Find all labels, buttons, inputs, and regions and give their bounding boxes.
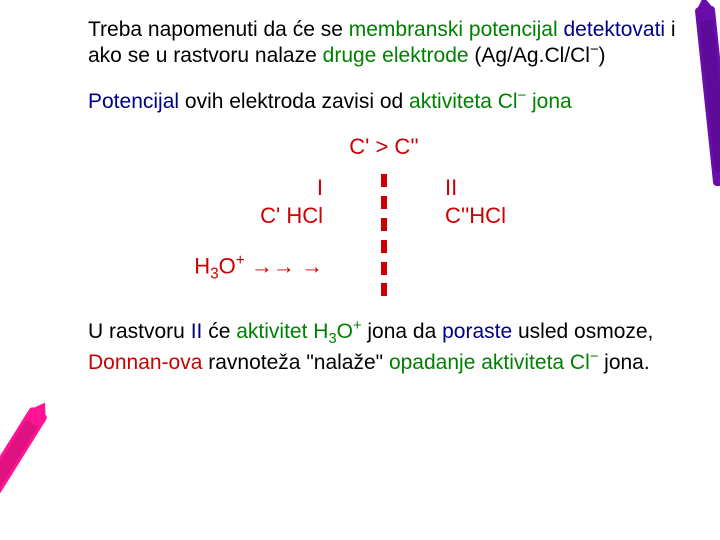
roman-1: I — [317, 174, 323, 202]
highlight-ii: II — [191, 320, 203, 343]
highlight-opadanje: opadanje aktiviteta Cl− — [389, 351, 598, 374]
compartment-2: II C''HCl — [387, 170, 587, 300]
highlight-donnan: Donnan-ova — [88, 351, 202, 374]
highlight-poraste: poraste — [442, 320, 512, 343]
compartment-1: I C' HCl H3O+ →→ → — [181, 170, 381, 300]
paragraph-1: Treba napomenuti da će se membranski pot… — [88, 18, 680, 68]
paragraph-3: U rastvoru II će aktivitet H3O+ jona da … — [88, 318, 680, 375]
label-c1: C' HCl — [260, 202, 323, 230]
membrane-diagram: I C' HCl H3O+ →→ → II C''HCl — [88, 170, 680, 300]
slide-content: Treba napomenuti da će se membranski pot… — [0, 0, 720, 394]
highlight-membranski: membranski potencijal — [349, 18, 558, 41]
crayon-decoration-left — [0, 406, 48, 518]
highlight-aktiviteta: aktiviteta Cl− — [409, 90, 526, 113]
highlight-druge-elektrode: druge elektrode — [323, 44, 469, 67]
concentration-inequality: C' > C'' — [88, 134, 680, 160]
paragraph-2: Potencijal ovih elektroda zavisi od akti… — [88, 88, 680, 114]
text: Treba napomenuti da će se — [88, 18, 349, 41]
highlight-potencijal: Potencijal — [88, 90, 179, 113]
label-c2: C''HCl — [445, 202, 506, 230]
roman-2: II — [445, 174, 457, 202]
highlight-aktivitet-h3o: aktivitet H3O+ — [236, 320, 361, 343]
highlight-detektovati: detektovati — [564, 18, 666, 41]
hydronium-reaction: H3O+ →→ → — [194, 251, 323, 284]
